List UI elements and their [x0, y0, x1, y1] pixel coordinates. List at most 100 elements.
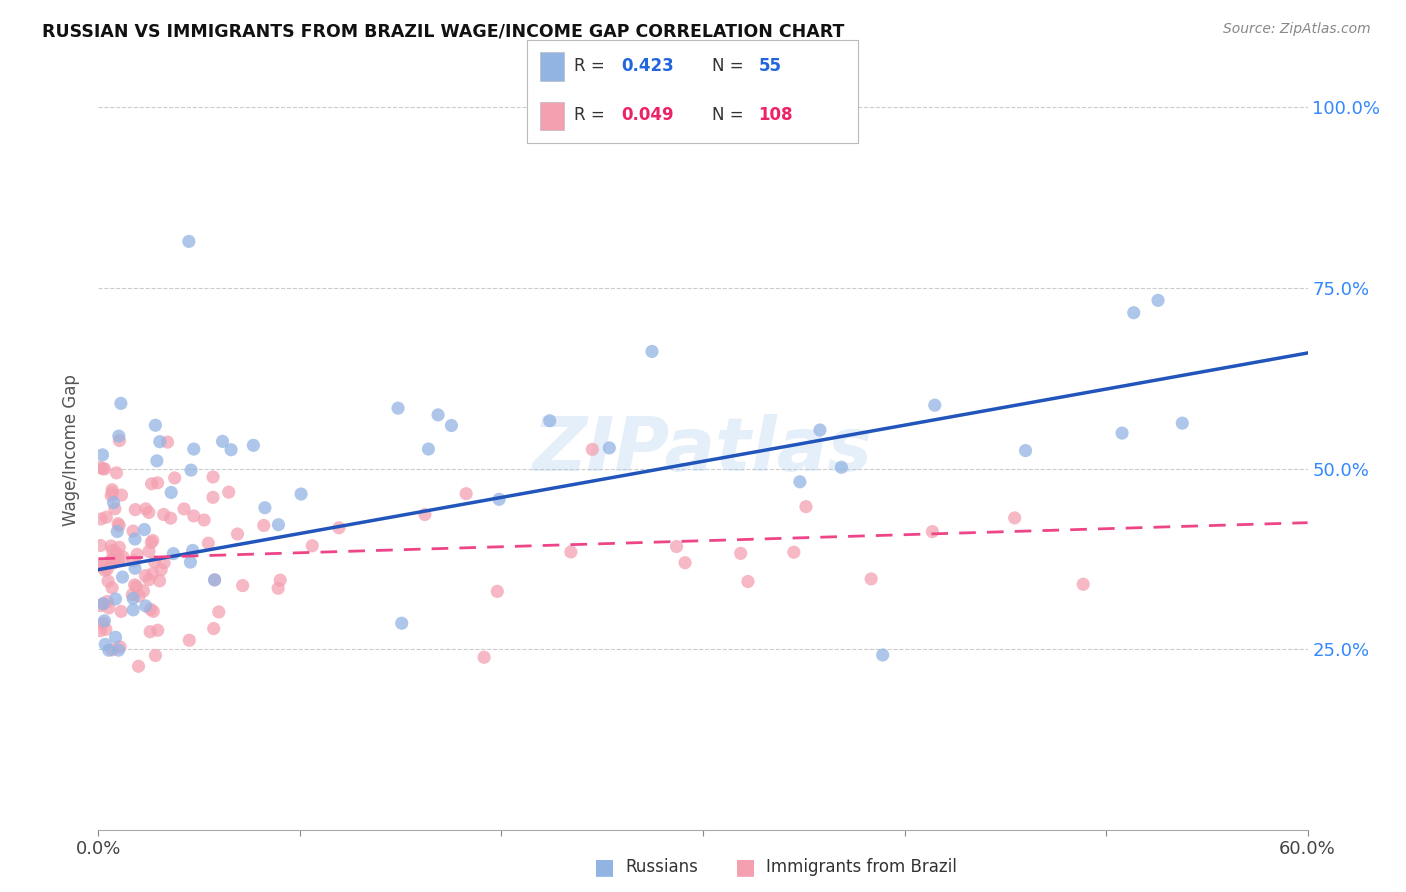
Point	[121, 588, 143, 602]
Point	[138, 505, 160, 519]
Point	[1071, 577, 1094, 591]
Point	[860, 572, 883, 586]
Point	[232, 578, 254, 592]
Point	[91, 462, 114, 476]
Point	[124, 578, 146, 592]
Point	[202, 470, 225, 484]
Point	[101, 581, 124, 595]
Point	[197, 536, 219, 550]
Point	[208, 605, 231, 619]
Point	[101, 485, 124, 500]
Point	[141, 535, 163, 549]
Point	[94, 637, 117, 651]
Point	[488, 492, 510, 507]
Point	[202, 622, 225, 636]
Text: R =: R =	[574, 106, 610, 124]
Point	[440, 418, 463, 433]
Point	[134, 523, 156, 537]
Point	[134, 568, 156, 582]
Text: Source: ZipAtlas.com: Source: ZipAtlas.com	[1223, 22, 1371, 37]
Point	[107, 554, 129, 568]
Point	[108, 640, 131, 654]
Text: Russians: Russians	[626, 858, 699, 876]
Point	[89, 599, 111, 613]
Point	[160, 485, 183, 500]
Point	[101, 543, 124, 558]
Point	[145, 648, 167, 663]
Point	[89, 624, 111, 638]
Point	[93, 558, 115, 572]
Point	[122, 554, 145, 568]
Point	[581, 442, 603, 457]
Point	[538, 414, 561, 428]
Point	[125, 548, 148, 562]
Point	[173, 502, 195, 516]
Point	[211, 434, 233, 449]
Point	[104, 545, 127, 559]
Point	[100, 489, 122, 503]
Point	[149, 574, 172, 588]
Point	[201, 491, 224, 505]
Point	[301, 539, 323, 553]
Point	[107, 548, 129, 562]
Point	[269, 573, 291, 587]
Point	[924, 398, 946, 412]
Point	[830, 460, 852, 475]
Point	[141, 476, 163, 491]
Point	[93, 614, 115, 628]
Point	[91, 597, 114, 611]
Point	[183, 508, 205, 523]
Point	[107, 643, 129, 657]
Point	[128, 589, 150, 603]
Point	[219, 442, 242, 457]
Point	[135, 599, 157, 613]
Point	[641, 344, 664, 359]
Point	[96, 510, 118, 524]
Point	[124, 502, 146, 516]
Point	[673, 556, 696, 570]
Point	[179, 555, 201, 569]
Point	[101, 642, 124, 657]
Point	[418, 442, 440, 456]
Point	[730, 546, 752, 560]
Point	[108, 434, 131, 448]
Point	[149, 434, 172, 449]
Point	[267, 517, 290, 532]
Point	[456, 486, 478, 500]
Point	[177, 235, 200, 249]
Point	[598, 441, 620, 455]
Point	[226, 527, 249, 541]
Point	[921, 524, 943, 539]
Text: 55: 55	[759, 57, 782, 75]
Point	[159, 511, 181, 525]
Point	[150, 563, 173, 577]
Point	[204, 573, 226, 587]
Point	[153, 556, 176, 570]
Point	[104, 630, 127, 644]
Point	[111, 570, 134, 584]
Point	[122, 591, 145, 606]
Point	[100, 539, 122, 553]
Point	[138, 573, 160, 587]
Point	[179, 633, 201, 648]
Text: N =: N =	[713, 57, 749, 75]
Point	[124, 561, 146, 575]
Point	[122, 603, 145, 617]
Text: ■: ■	[735, 857, 755, 877]
Y-axis label: Wage/Income Gap: Wage/Income Gap	[62, 375, 80, 526]
Point	[1111, 426, 1133, 441]
Point	[142, 533, 165, 548]
Text: 0.049: 0.049	[621, 106, 673, 124]
Point	[163, 471, 186, 485]
Point	[560, 545, 582, 559]
Point	[290, 487, 312, 501]
Point	[101, 552, 124, 566]
Point	[218, 485, 240, 500]
Point	[1004, 511, 1026, 525]
Point	[139, 602, 162, 616]
Point	[91, 616, 114, 631]
FancyBboxPatch shape	[540, 53, 564, 81]
Point	[472, 650, 495, 665]
Point	[789, 475, 811, 489]
Text: ZIPatlas: ZIPatlas	[533, 414, 873, 487]
